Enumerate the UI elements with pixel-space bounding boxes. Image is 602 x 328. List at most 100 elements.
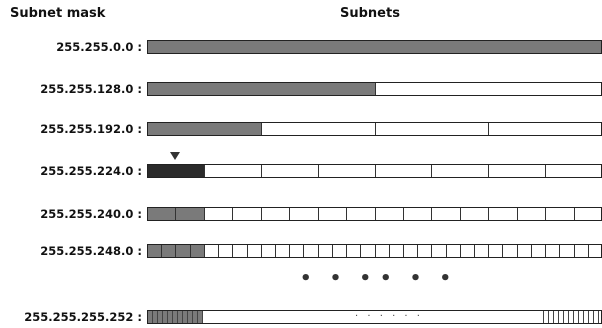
subnet-row-21: 255.255.248.0 : xyxy=(0,242,602,260)
subnet-segment xyxy=(233,245,248,257)
subnet-segment xyxy=(503,245,518,257)
subnet-segment xyxy=(549,311,554,323)
subnet-segment xyxy=(248,245,262,257)
subnet-segment xyxy=(376,165,433,177)
subnet-segment xyxy=(148,41,601,53)
subnet-segment xyxy=(153,311,158,323)
subnet-bar xyxy=(147,40,602,54)
subnet-segment xyxy=(262,123,376,135)
subnet-segment xyxy=(178,311,183,323)
subnet-segment xyxy=(461,245,476,257)
subnet-segment xyxy=(594,311,599,323)
subnet-segment xyxy=(569,311,574,323)
subnet-segment xyxy=(532,245,547,257)
subnet-bar xyxy=(147,82,602,96)
subnet-segment xyxy=(546,245,561,257)
subnet-segment xyxy=(276,245,291,257)
subnet-segment xyxy=(559,311,564,323)
subnet-segment xyxy=(319,245,333,257)
subnet-segment xyxy=(539,311,544,323)
subnet-segment xyxy=(347,245,362,257)
subnet-segment xyxy=(205,208,234,220)
subnet-segment xyxy=(579,311,584,323)
subnet-segment xyxy=(584,311,589,323)
subnet-segment xyxy=(173,311,178,323)
subnet-segment xyxy=(574,311,579,323)
subnet-segment xyxy=(418,245,433,257)
subnet-row-20: 255.255.240.0 : xyxy=(0,205,602,223)
subnet-mask-label: 255.255.0.0 : xyxy=(56,40,142,54)
subnet-bar xyxy=(147,122,602,136)
subnet-mask-label: 255.255.224.0 : xyxy=(40,164,142,178)
subnet-segment xyxy=(290,208,319,220)
subnet-segment xyxy=(447,245,461,257)
subnet-mask-label: 255.255.255.252 : xyxy=(24,310,142,324)
subnet-segment xyxy=(262,208,291,220)
subnet-segment xyxy=(162,245,177,257)
subnet-segment xyxy=(575,208,601,220)
subnet-segment xyxy=(432,208,461,220)
subnet-segment xyxy=(546,208,575,220)
subnet-row-19: 255.255.224.0 : xyxy=(0,162,602,180)
subnet-segment xyxy=(205,165,262,177)
subnet-segment xyxy=(489,245,504,257)
subnet-segment xyxy=(589,245,601,257)
subnet-segment xyxy=(489,123,601,135)
subnet-bar xyxy=(147,207,602,221)
subnet-segment xyxy=(262,165,319,177)
subnet-segment xyxy=(489,165,547,177)
subnet-segment xyxy=(333,245,348,257)
subnet-segment xyxy=(376,208,404,220)
ellipsis-right: • • • xyxy=(380,268,458,289)
subnet-segment xyxy=(148,311,153,323)
subnet-segment xyxy=(188,311,193,323)
subnet-segment xyxy=(168,311,173,323)
subnet-segment xyxy=(176,208,205,220)
subnet-segment xyxy=(404,208,433,220)
subnet-mask-label: 255.255.192.0 : xyxy=(40,122,142,136)
subnet-segment xyxy=(589,311,594,323)
subnet-segment xyxy=(376,83,602,95)
subnet-segment xyxy=(560,245,575,257)
subnet-segment xyxy=(564,311,569,323)
subnet-row-30: 255.255.255.252 : xyxy=(0,308,602,326)
subnet-segment xyxy=(319,165,376,177)
subnet-mask-header: Subnet mask xyxy=(10,6,106,21)
subnet-mask-label: 255.255.248.0 : xyxy=(40,244,142,258)
subnet-segment xyxy=(148,165,205,177)
subnet-segment xyxy=(376,123,490,135)
subnet-segment xyxy=(376,245,390,257)
subnets-header: Subnets xyxy=(340,6,400,21)
subnet-segment xyxy=(176,245,191,257)
subnet-segment xyxy=(544,311,549,323)
subnet-row-16: 255.255.0.0 : xyxy=(0,38,602,56)
subnet-segment xyxy=(347,208,376,220)
subnet-segment xyxy=(158,311,163,323)
subnet-segment xyxy=(575,245,589,257)
subnet-segment xyxy=(193,311,198,323)
subnet-segment xyxy=(432,165,490,177)
subnet-row-18: 255.255.192.0 : xyxy=(0,120,602,138)
subnet-segment xyxy=(361,245,376,257)
subnet-mask-label: 255.255.240.0 : xyxy=(40,207,142,221)
subnet-segment xyxy=(148,208,177,220)
subnet-segment xyxy=(233,208,262,220)
subnet-mask-label: 255.255.128.0 : xyxy=(40,82,142,96)
subnet-segment xyxy=(461,208,490,220)
subnet-segment xyxy=(546,165,601,177)
ellipsis-left: • • • xyxy=(300,268,378,289)
ellipsis-inline: · · · · · · xyxy=(355,311,423,322)
subnet-segment xyxy=(489,208,518,220)
subnet-segment xyxy=(148,83,376,95)
subnet-segment xyxy=(205,245,220,257)
subnet-segment xyxy=(319,208,348,220)
subnet-segment xyxy=(304,245,319,257)
subnet-bar xyxy=(147,164,602,178)
subnet-segment xyxy=(219,245,234,257)
subnet-segment xyxy=(390,245,404,257)
subnet-bar xyxy=(147,310,602,324)
subnet-segment xyxy=(198,311,203,323)
subnet-segment xyxy=(475,245,490,257)
subnet-segment xyxy=(190,245,205,257)
